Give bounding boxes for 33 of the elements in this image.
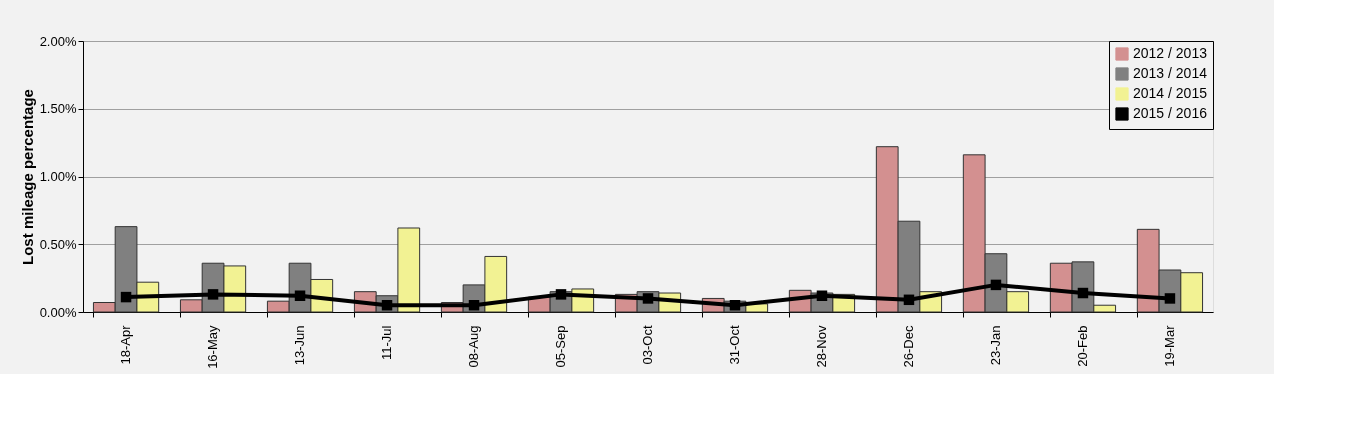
point [1164,293,1176,304]
point [816,290,828,301]
y-tick-label: 2.00% [39,33,77,49]
x-tick-label: 31-Oct [726,325,742,365]
x-tick-label: 28-Nov [813,325,829,368]
point [555,289,567,300]
x-tick-label: 26-Dec [900,325,916,368]
point [120,291,132,303]
point [468,299,480,311]
y-tick-label: 0.00% [39,304,77,320]
x-tick-label: 08-Aug [466,325,482,368]
x-tick-label: 19-Mar [1161,324,1177,367]
x-tick-label: 18-Apr [118,324,134,365]
x-tick-label: 11-Jul [379,325,395,360]
x-tick-label: 16-May [205,325,221,369]
point [207,289,219,300]
point [1077,287,1089,299]
y-tick-label: 0.50% [39,236,77,252]
y-axis-title: Lost mileage percentage [18,89,36,265]
x-tick-label: 23-Jan [987,325,1003,366]
legend-label: 2013 / 2014 [1133,65,1208,81]
point [294,290,306,301]
point [990,279,1002,291]
legend-label: 2012 / 2013 [1133,45,1208,61]
legend-label: 2014 / 2015 [1133,85,1208,101]
x-tick-label: 05-Sep [553,325,569,368]
x-tick-label: 03-Oct [640,325,655,365]
x-tick-label: 13-Jun [292,325,308,366]
x-tick-label: 20-Feb [1074,325,1090,367]
y-tick-label: 1.50% [39,101,77,117]
y-tick-label: 1.00% [39,169,77,184]
point [903,294,915,306]
legend-label: 2015 / 2016 [1133,105,1208,121]
